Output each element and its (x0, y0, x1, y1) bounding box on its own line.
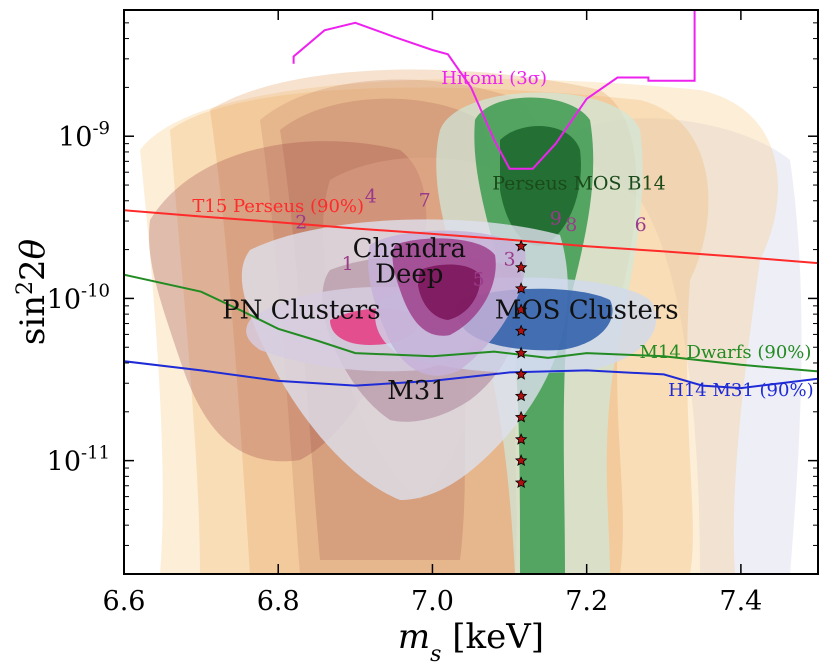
contour-perseus-mos-inner (500, 126, 581, 246)
line-label: M14 Dwarfs (90%) (640, 342, 812, 363)
x-tick-label: 7.0 (411, 586, 454, 617)
star-marker (514, 346, 528, 359)
region-label: Deep (375, 260, 443, 290)
x-tick-label: 6.8 (257, 586, 300, 617)
contour-number-label: 4 (365, 186, 377, 208)
region-label: PN Clusters (222, 296, 380, 326)
region-label: MOS Clusters (495, 296, 679, 326)
y-tick-label: 10-10 (47, 280, 110, 315)
contour-band-gray (560, 118, 802, 574)
star-marker (514, 260, 528, 273)
contour-number-label: 7 (419, 189, 431, 211)
region-label: Perseus MOS B14 (492, 172, 666, 194)
star-marker (514, 454, 528, 466)
line-label: Hitomi (3σ) (441, 68, 547, 89)
star-marker (514, 239, 528, 252)
contour-number-label: 9 (550, 208, 562, 230)
contour-number-label: 2 (295, 211, 307, 233)
contour-number-label: 3 (504, 248, 516, 270)
star-marker (514, 303, 528, 316)
star-marker (514, 476, 528, 489)
contour-number-label: 5 (473, 269, 485, 291)
star-markers (514, 239, 528, 489)
line-h14-m31 (124, 360, 818, 390)
x-tick-label: 6.6 (103, 586, 146, 617)
axis-ticks: 6.6 6.8 7.0 7.2 7.4 10-9 10-10 10-11 (47, 10, 818, 617)
line-hitomi (292, 10, 696, 170)
star-marker (514, 367, 528, 380)
star-marker (514, 432, 528, 445)
line-label: T15 Perseus (90%) (192, 196, 364, 217)
region-label: M31 (387, 376, 447, 406)
x-tick-label: 7.2 (565, 586, 608, 617)
star-marker (514, 282, 528, 294)
star-marker (514, 389, 528, 402)
x-tick-label: 7.4 (719, 586, 762, 617)
contour-regions (140, 69, 802, 574)
contour-chandra-inner (418, 264, 481, 320)
line-t15-perseus (124, 209, 818, 265)
contour-number-label: 6 (635, 214, 647, 236)
contour-number-label: 1 (342, 253, 354, 275)
star-marker (514, 410, 528, 423)
region-label: Chandra (353, 234, 466, 264)
star-marker (514, 324, 528, 337)
plot-frame (123, 9, 819, 575)
y-tick-label: 10-11 (47, 443, 110, 478)
contour-number-label: 8 (565, 214, 577, 236)
y-tick-label: 10-9 (58, 118, 110, 153)
x-axis-label: ms [keV] (398, 617, 544, 667)
line-m14-dwarfs (124, 273, 818, 373)
line-label: H14 M31 (90%) (668, 380, 813, 401)
